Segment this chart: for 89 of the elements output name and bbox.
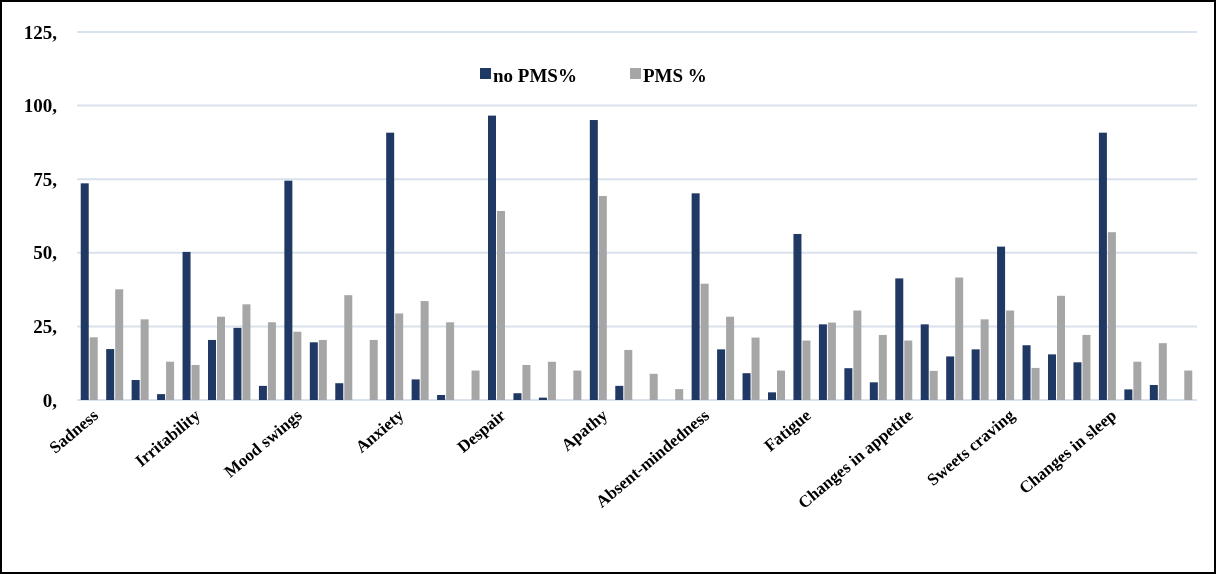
bar — [471, 370, 480, 400]
bar — [920, 324, 929, 400]
y-tick-label: 100, — [23, 95, 58, 117]
bar — [395, 313, 404, 400]
bar — [955, 277, 964, 400]
bar — [649, 373, 658, 400]
bar — [208, 339, 216, 400]
bar — [242, 304, 251, 400]
bar — [157, 394, 166, 400]
bar — [318, 339, 327, 400]
bar — [1098, 132, 1107, 400]
bar — [1057, 295, 1065, 400]
bar — [386, 132, 395, 400]
bar — [369, 339, 378, 400]
bar — [233, 327, 242, 400]
bar — [115, 289, 124, 400]
bar — [946, 356, 955, 400]
bar — [547, 361, 556, 400]
bar — [904, 340, 913, 400]
y-tick-label: 125, — [23, 21, 58, 43]
bar — [844, 368, 853, 400]
bar — [166, 361, 175, 400]
bar — [411, 379, 420, 400]
bar — [89, 337, 98, 400]
bar — [853, 310, 862, 400]
bar — [624, 349, 633, 400]
bar — [497, 211, 505, 400]
bar — [1107, 232, 1116, 400]
bar — [1031, 367, 1040, 400]
bar — [878, 334, 887, 400]
bar — [258, 385, 267, 400]
legend-label: PMS % — [643, 64, 707, 86]
bar — [1006, 310, 1015, 400]
bar — [437, 395, 446, 400]
bar — [742, 373, 751, 400]
bar — [420, 301, 429, 400]
y-tick-label: 50, — [33, 242, 58, 264]
bar — [522, 364, 531, 400]
bar — [1073, 362, 1082, 400]
bar — [929, 370, 938, 400]
bar — [726, 316, 735, 400]
bar — [488, 115, 496, 400]
bar — [1158, 343, 1167, 400]
y-tick-label: 75, — [33, 168, 58, 190]
bar — [971, 349, 980, 400]
bar — [827, 322, 836, 400]
bar — [309, 342, 318, 400]
bar — [1149, 384, 1158, 400]
bar — [717, 349, 726, 400]
bar — [589, 120, 598, 400]
bar — [691, 193, 700, 400]
bar — [997, 246, 1006, 400]
bar — [284, 180, 293, 400]
bar — [131, 379, 140, 400]
bar — [869, 382, 878, 400]
bar — [191, 364, 200, 400]
bar — [777, 370, 785, 400]
bar — [513, 393, 522, 400]
bar — [895, 278, 904, 400]
bar — [768, 392, 776, 400]
bar — [793, 233, 802, 400]
bar — [1022, 345, 1031, 400]
bar — [598, 195, 607, 400]
bar — [182, 251, 191, 400]
bar — [217, 316, 225, 400]
bar — [980, 319, 989, 400]
bar — [267, 322, 276, 400]
bar — [140, 319, 149, 400]
bar — [1082, 334, 1091, 400]
bar — [818, 324, 827, 400]
bar — [1048, 354, 1056, 400]
bar — [615, 385, 624, 400]
bar — [106, 349, 115, 400]
bar — [1124, 389, 1133, 400]
bar — [802, 340, 811, 400]
bar — [293, 331, 302, 400]
bar — [1184, 370, 1193, 400]
bar — [751, 337, 760, 400]
bar — [700, 283, 709, 400]
y-tick-label: 0, — [42, 389, 58, 411]
bar — [675, 389, 684, 400]
bar — [80, 183, 89, 400]
y-tick-label: 25, — [33, 316, 58, 338]
bar — [1133, 361, 1142, 400]
bar — [344, 295, 353, 400]
bar — [335, 383, 344, 400]
bar — [446, 322, 455, 400]
bar — [573, 370, 582, 400]
legend-label: no PMS% — [493, 64, 577, 86]
